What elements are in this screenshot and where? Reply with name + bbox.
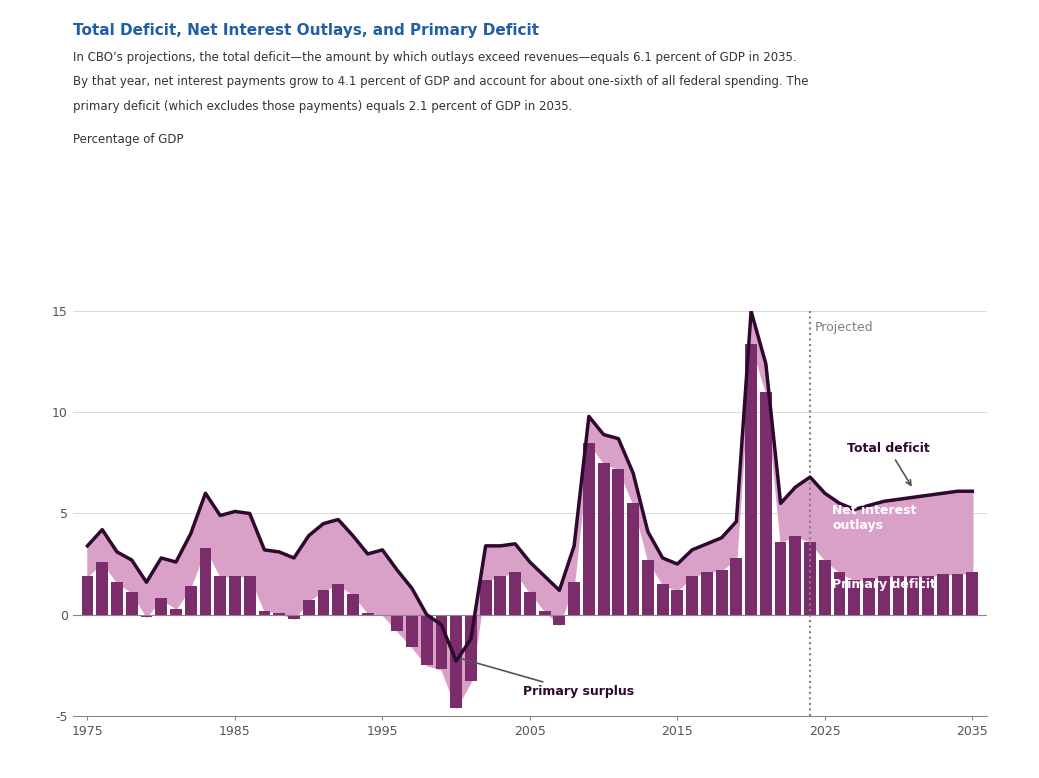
Bar <box>686 576 698 615</box>
Bar <box>775 541 787 615</box>
Bar <box>392 615 403 631</box>
Bar <box>199 548 211 615</box>
Bar <box>259 611 270 615</box>
Bar <box>214 576 227 615</box>
Bar <box>347 594 358 615</box>
Bar <box>465 615 477 682</box>
Bar <box>539 611 551 615</box>
Bar <box>878 576 889 615</box>
Bar <box>597 463 610 615</box>
Bar <box>612 469 624 615</box>
Bar <box>642 560 654 615</box>
Text: By that year, net interest payments grow to 4.1 percent of GDP and account for a: By that year, net interest payments grow… <box>73 75 808 89</box>
Bar <box>97 562 108 615</box>
Bar <box>435 615 448 669</box>
Bar <box>185 587 196 615</box>
Bar <box>332 584 344 615</box>
Bar <box>716 570 727 615</box>
Bar <box>406 615 418 647</box>
Text: primary deficit (which excludes those payments) equals 2.1 percent of GDP in 203: primary deficit (which excludes those pa… <box>73 100 572 114</box>
Bar <box>966 572 978 615</box>
Bar <box>111 582 123 615</box>
Bar <box>126 592 137 615</box>
Bar <box>863 578 875 615</box>
Bar <box>849 580 860 615</box>
Bar <box>937 574 949 615</box>
Bar <box>288 615 300 619</box>
Bar <box>362 612 374 615</box>
Bar <box>833 572 846 615</box>
Bar <box>480 580 491 615</box>
Bar <box>701 572 713 615</box>
Bar <box>657 584 668 615</box>
Bar <box>568 582 580 615</box>
Bar <box>893 576 905 615</box>
Bar <box>170 608 182 615</box>
Bar <box>923 576 934 615</box>
Bar <box>421 615 432 665</box>
Bar <box>155 598 167 615</box>
Text: Primary surplus: Primary surplus <box>453 655 634 699</box>
Bar <box>273 612 285 615</box>
Text: Primary deficit: Primary deficit <box>832 578 936 591</box>
Bar <box>524 592 536 615</box>
Bar <box>804 541 816 615</box>
Bar <box>745 344 757 615</box>
Text: In CBO’s projections, the total deficit—the amount by which outlays exceed reven: In CBO’s projections, the total deficit—… <box>73 51 796 64</box>
Text: Projected: Projected <box>815 321 873 335</box>
Bar <box>82 576 94 615</box>
Bar <box>760 392 772 615</box>
Text: Percentage of GDP: Percentage of GDP <box>73 133 183 146</box>
Bar <box>229 576 241 615</box>
Bar <box>140 615 153 617</box>
Bar <box>495 576 506 615</box>
Bar <box>244 576 256 615</box>
Bar <box>583 443 594 615</box>
Bar <box>302 601 315 615</box>
Bar <box>554 615 565 625</box>
Bar <box>819 560 831 615</box>
Bar <box>790 536 801 615</box>
Bar <box>907 576 920 615</box>
Bar <box>318 591 329 615</box>
Bar <box>450 615 462 708</box>
Text: Total deficit: Total deficit <box>847 442 930 485</box>
Text: Net interest
outlays: Net interest outlays <box>832 503 916 531</box>
Bar <box>952 574 963 615</box>
Bar <box>509 572 521 615</box>
Text: Total Deficit, Net Interest Outlays, and Primary Deficit: Total Deficit, Net Interest Outlays, and… <box>73 23 539 38</box>
Bar <box>730 558 742 615</box>
Bar <box>628 503 639 615</box>
Bar <box>671 591 684 615</box>
